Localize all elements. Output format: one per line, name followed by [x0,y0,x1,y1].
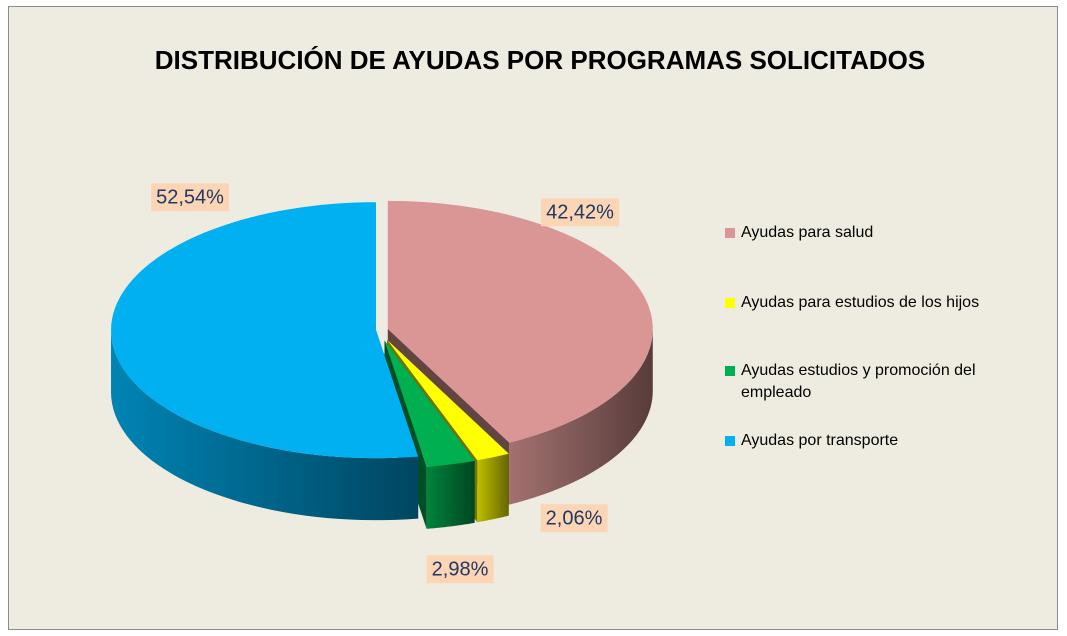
legend-swatch [725,436,735,446]
slice [384,340,475,467]
legend-label: Ayudas estudios y promoción del empleado [741,362,976,401]
slice [387,339,509,461]
legend: Ayudas para salud Ayudas para estudios de… [725,222,995,452]
data-label-box [540,504,608,533]
legend-swatch [725,366,735,376]
slice-side [426,460,475,529]
legend-item: Ayudas para salud [725,222,995,244]
slice [387,200,653,443]
legend-label: Ayudas para salud [741,224,874,241]
slice-side [477,453,509,523]
data-label-box [151,183,230,212]
data-label: 52,54% [156,186,224,208]
data-label: 2,06% [546,507,603,529]
slice-side [111,330,419,521]
legend-item: Ayudas estudios y promoción del empleado [725,360,995,404]
legend-swatch [725,228,735,238]
legend-label: Ayudas para estudios de los hijos [741,294,980,311]
legend-label: Ayudas por transporte [741,432,899,449]
data-label-box [541,198,620,227]
legend-swatch [725,298,735,308]
slice-side [509,328,653,505]
legend-item: Ayudas para estudios de los hijos [725,292,995,314]
data-label: 2,98% [432,558,489,580]
chart-title: DISTRIBUCIÓN DE AYUDAS POR PROGRAMAS SOL… [155,45,925,75]
legend-item: Ayudas por transporte [725,430,995,452]
slice [111,202,419,459]
data-label: 42,42% [546,201,614,223]
data-label-box [426,555,494,584]
